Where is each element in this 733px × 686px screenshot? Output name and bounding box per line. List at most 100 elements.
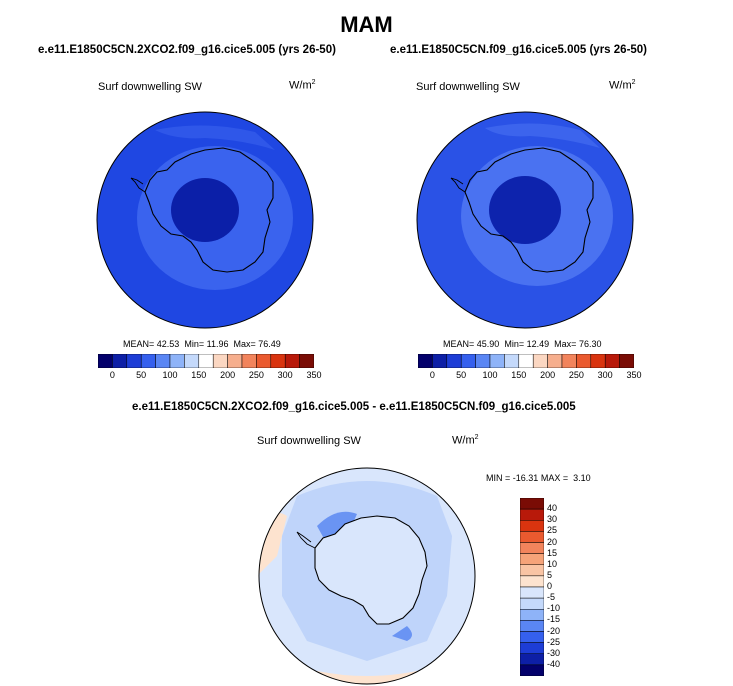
panel2-colorbar-swatch (561, 354, 577, 368)
diff-colorbar-tick-label: 15 (547, 547, 558, 558)
panel2-map-border (416, 111, 634, 329)
panel2-colorbar-swatch (590, 354, 606, 368)
panel1-colorbar-swatch (256, 354, 272, 368)
diff-variable-label: Surf downwelling SW (257, 435, 361, 447)
diff-peninsula-outline (296, 531, 316, 549)
diff-colorbar-swatch (520, 609, 544, 621)
panel2-colorbar-swatch (446, 354, 462, 368)
panel2-colorbar-tick-label: 250 (568, 370, 584, 380)
panel1-colorbar-swatch (112, 354, 128, 368)
panel2-colorbar-swatch (504, 354, 520, 368)
diff-antarctica-outline (314, 515, 428, 625)
panel2-colorbar-tick-label: 50 (456, 370, 467, 380)
panel2-polar-map (416, 111, 634, 329)
panel2-units-exponent: 2 (631, 79, 636, 86)
diff-colorbar-tick-label: -5 (547, 592, 556, 603)
panel2-units: W/m2 (609, 79, 636, 92)
panel2-max-value: 76.30 (578, 339, 602, 349)
panel2-colorbar-tick-label: 0 (429, 370, 435, 380)
diff-colorbar-tick-label: -15 (547, 614, 561, 625)
diff-max-label: MAX = (540, 473, 569, 483)
panel1-colorbar-tick-label: 0 (109, 370, 115, 380)
panel1-colorbar (98, 354, 314, 368)
panel2-min-value: 12.49 (526, 339, 550, 349)
diff-colorbar-tick-label: -40 (547, 658, 561, 669)
panel1-colorbar-swatch (140, 354, 156, 368)
panel1-colorbar-swatch (270, 354, 286, 368)
panel2-units-text: W/m (609, 79, 632, 92)
diff-min-value: -16.31 (512, 473, 539, 483)
panel1-min-label: Min= (184, 339, 205, 349)
panel1-min-value: 11.96 (206, 339, 229, 349)
panel1-colorbar-tick-label: 350 (306, 370, 322, 380)
panel1-case-title: e.e11.E1850C5CN.2XCO2.f09_g16.cice5.005 … (38, 44, 336, 56)
diff-colorbar-tick-label: -20 (547, 625, 561, 636)
panel2-north-band (485, 123, 600, 148)
panel2-colorbar-swatch (460, 354, 476, 368)
panel1-polar-core (171, 178, 239, 242)
diff-units: W/m2 (452, 434, 479, 447)
diff-colorbar-tick-label: -10 (547, 603, 561, 614)
diff-colorbar-swatch (520, 498, 544, 510)
panel1-colorbar-swatch (212, 354, 228, 368)
diff-map-border (258, 467, 476, 685)
diff-colorbar-tick-label: 5 (547, 569, 553, 580)
diff-colorbar-swatch (520, 631, 544, 643)
panel2-colorbar-tick-label: 150 (511, 370, 527, 380)
panel2-colorbar-swatch (547, 354, 563, 368)
panel1-north-band (155, 125, 275, 150)
panel1-colorbar-swatch (184, 354, 200, 368)
panel1-antarctica-outline (144, 147, 274, 273)
diff-colorbar-swatch (520, 564, 544, 577)
panel2-colorbar-tick-label: 350 (626, 370, 642, 380)
diff-colorbar-tick-label: 30 (547, 514, 558, 525)
panel1-colorbar-swatch (241, 354, 257, 368)
diff-units-exponent: 2 (474, 434, 479, 441)
diff-case-title: e.e11.E1850C5CN.2XCO2.f09_g16.cice5.005 … (132, 401, 576, 413)
panel1-colorbar-swatch (169, 354, 185, 368)
panel1-colorbar-swatch (155, 354, 171, 368)
diff-colorbar-swatch (520, 542, 544, 554)
panel1-colorbar-swatch (126, 354, 142, 368)
panel2-stats: MEAN= 45.90 Min= 12.49 Max= 76.30 (443, 339, 601, 349)
diff-colorbar-tick-label: -25 (547, 636, 561, 647)
diff-colorbar-swatch (520, 620, 544, 632)
diff-colorbar-swatch (520, 575, 544, 588)
diff-colorbar-swatch (520, 642, 544, 654)
panel1-units-text: W/m (289, 79, 312, 92)
diff-colorbar-tick-label: -30 (547, 647, 561, 658)
diff-stats: MIN = -16.31 MAX = 3.10 (486, 473, 591, 483)
panel1-polar-map (96, 111, 314, 329)
panel2-colorbar-swatch (475, 354, 491, 368)
panel1-colorbar-ticks: 0 50 100 150 200 250 300 350 (98, 370, 322, 382)
diff-strong-patch-2 (392, 626, 412, 641)
panel1-colorbar-swatch (98, 354, 113, 368)
diff-colorbar-swatch (520, 531, 544, 543)
diff-colorbar-swatch (520, 586, 544, 599)
panel1-colorbar-swatch (299, 354, 314, 368)
panel2-colorbar-tick-label: 200 (540, 370, 556, 380)
panel1-colorbar-swatch (227, 354, 243, 368)
panel2-colorbar-swatch (532, 354, 548, 368)
panel1-stats: MEAN= 42.53 Min= 11.96 Max= 76.49 (123, 339, 281, 349)
panel1-peninsula-outline (130, 177, 146, 193)
panel1-colorbar-tick-label: 200 (220, 370, 236, 380)
panel1-colorbar-swatch (198, 354, 214, 368)
panel2-case-title: e.e11.E1850C5CN.f09_g16.cice5.005 (yrs 2… (390, 44, 648, 56)
panel2-polar-core (489, 176, 561, 244)
panel2-colorbar-swatch (518, 354, 534, 368)
panel1-colorbar-swatch (284, 354, 300, 368)
diff-colorbar-swatch (520, 597, 544, 610)
diff-colorbar-tick-label: 10 (547, 558, 558, 569)
diff-colorbar-tick-label: 20 (547, 536, 558, 547)
panel2-colorbar (418, 354, 634, 368)
diff-colorbar-swatch (520, 664, 544, 676)
panel2-mean-label: MEAN= (443, 339, 475, 349)
diff-colorbar-tick-label: 25 (547, 525, 558, 536)
panel2-colorbar-swatch (604, 354, 620, 368)
diff-polar-map (258, 467, 476, 685)
diff-colorbar-swatch (520, 553, 544, 565)
panel1-map-border (96, 111, 314, 329)
panel1-units-exponent: 2 (311, 79, 316, 86)
panel1-units: W/m2 (289, 79, 316, 92)
